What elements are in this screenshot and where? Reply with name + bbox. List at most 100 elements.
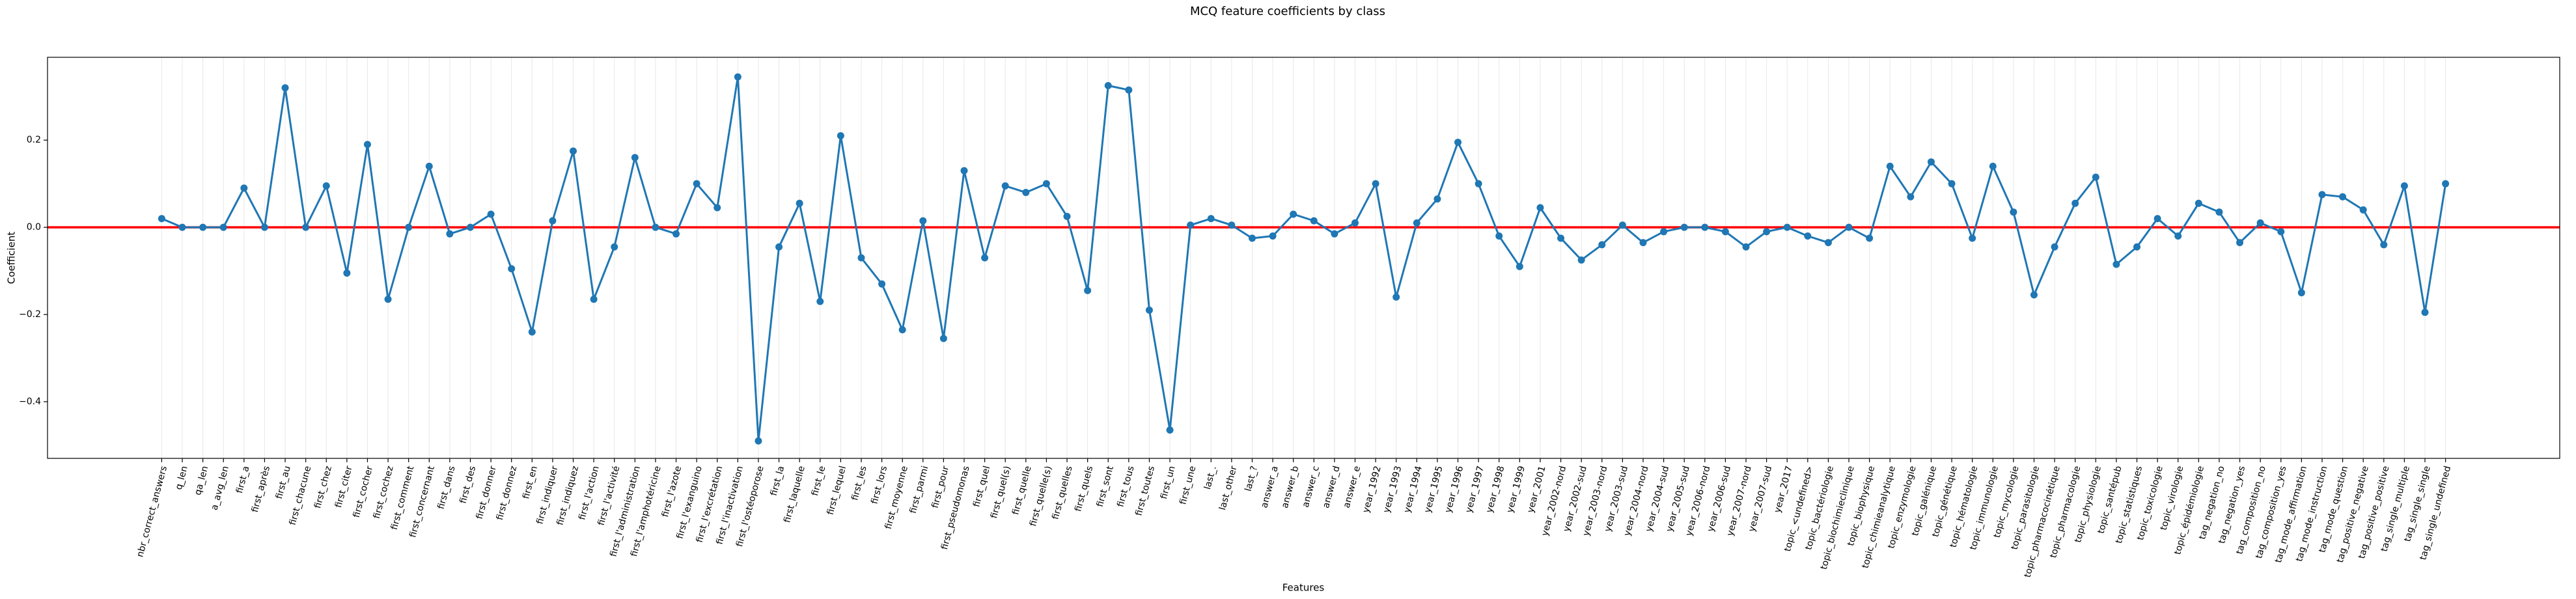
data-point: [1845, 223, 1853, 231]
data-point: [570, 147, 577, 155]
data-point: [549, 217, 557, 225]
data-point: [2112, 260, 2120, 268]
x-tick-label: first_lors: [869, 465, 889, 505]
data-point: [2030, 291, 2038, 299]
x-tick-label: first_quel: [971, 465, 992, 508]
data-point: [2215, 208, 2223, 216]
x-tick-label: first_en: [521, 465, 540, 500]
x-tick-label: first_a: [234, 465, 252, 495]
data-point: [960, 167, 968, 174]
x-tick-label: a_avg_len: [209, 465, 230, 511]
data-point: [1742, 243, 1750, 251]
data-point: [1618, 221, 1626, 229]
x-tick-label: first_cochez: [372, 465, 396, 520]
data-point: [693, 180, 700, 188]
x-tick-label: first_des: [458, 465, 478, 505]
data-point: [1948, 180, 1956, 188]
data-point: [2071, 199, 2079, 207]
x-tick-label: nbr_correct_answers: [135, 465, 169, 559]
x-tick-label: first_l'azote: [660, 465, 684, 518]
data-point: [528, 328, 536, 336]
data-point: [1516, 262, 1523, 270]
x-tick-label: first_dans: [436, 465, 458, 510]
data-point: [1063, 212, 1071, 220]
data-point: [1392, 293, 1400, 301]
data-point: [343, 269, 351, 277]
x-tick-label: first_pour: [930, 465, 951, 510]
x-tick-label: first_donnez: [495, 465, 519, 522]
data-point: [2236, 239, 2244, 247]
x-tick-label: first_l'action: [577, 465, 602, 521]
x-tick-label: year_1994: [1402, 465, 1424, 514]
x-tick-label: year_1999: [1505, 465, 1528, 514]
x-tick-label: answer_a: [1259, 465, 1281, 509]
data-point: [1413, 219, 1420, 227]
x-tick-label: first_tous: [1115, 465, 1136, 508]
data-point: [837, 132, 844, 140]
data-point: [939, 335, 947, 342]
data-line: [161, 76, 2447, 441]
data-point: [981, 254, 989, 262]
data-point: [1680, 223, 1688, 231]
data-point: [1989, 162, 1997, 170]
data-point: [2195, 199, 2202, 207]
x-tick-label: answer_c: [1301, 465, 1322, 508]
x-tick-label: first_citer: [333, 465, 355, 509]
data-point: [919, 217, 927, 225]
data-point: [2339, 193, 2347, 201]
data-point: [2380, 241, 2388, 249]
data-point: [446, 230, 454, 238]
data-point: [466, 223, 474, 231]
data-point: [199, 223, 207, 231]
data-point: [240, 184, 248, 192]
x-tick-label: year_1993: [1381, 465, 1404, 514]
data-point: [1290, 210, 1297, 218]
data-point: [1721, 228, 1729, 236]
x-tick-label: answer_b: [1280, 465, 1301, 509]
y-tick-label: 0.0: [27, 222, 41, 232]
data-point: [384, 296, 392, 303]
data-point: [1433, 195, 1441, 203]
data-point: [2400, 182, 2408, 190]
data-point: [425, 162, 433, 170]
y-tick-label: −0.2: [19, 309, 41, 320]
data-point: [1866, 234, 1874, 242]
x-tick-label: first_le: [810, 465, 828, 497]
data-point: [1125, 86, 1133, 94]
data-point: [898, 326, 906, 333]
data-point: [1536, 204, 1544, 212]
data-point: [158, 215, 165, 223]
data-point: [1207, 215, 1215, 223]
data-point: [2318, 191, 2326, 199]
x-tick-label: first_quelle: [1010, 465, 1033, 516]
y-tick-label: 0.2: [27, 135, 41, 145]
x-tick-label: year_1995: [1422, 465, 1445, 514]
x-tick-label: first_la: [769, 465, 787, 497]
x-tick-label: last_other: [1217, 465, 1240, 512]
data-point: [1372, 180, 1379, 188]
data-point: [2277, 228, 2285, 236]
data-point: [1166, 426, 1174, 434]
data-point: [1824, 239, 1832, 247]
data-point: [1042, 180, 1050, 188]
data-point: [219, 223, 227, 231]
data-point: [713, 204, 721, 212]
x-tick-label: first_après: [250, 465, 272, 514]
plot-frame: [47, 57, 2560, 459]
data-point: [1310, 217, 1318, 225]
data-point: [1084, 286, 1092, 294]
data-point: [281, 84, 289, 92]
data-point: [1001, 182, 1009, 190]
x-tick-label: q_len: [174, 465, 190, 491]
data-point: [1187, 221, 1195, 229]
data-point: [878, 280, 886, 288]
data-point: [178, 223, 186, 231]
data-point: [734, 73, 741, 81]
data-point: [1969, 234, 1976, 242]
data-point: [363, 141, 371, 148]
data-point: [1763, 228, 1771, 236]
data-point: [2092, 173, 2099, 181]
data-point: [1598, 241, 1606, 249]
data-point: [672, 230, 680, 238]
